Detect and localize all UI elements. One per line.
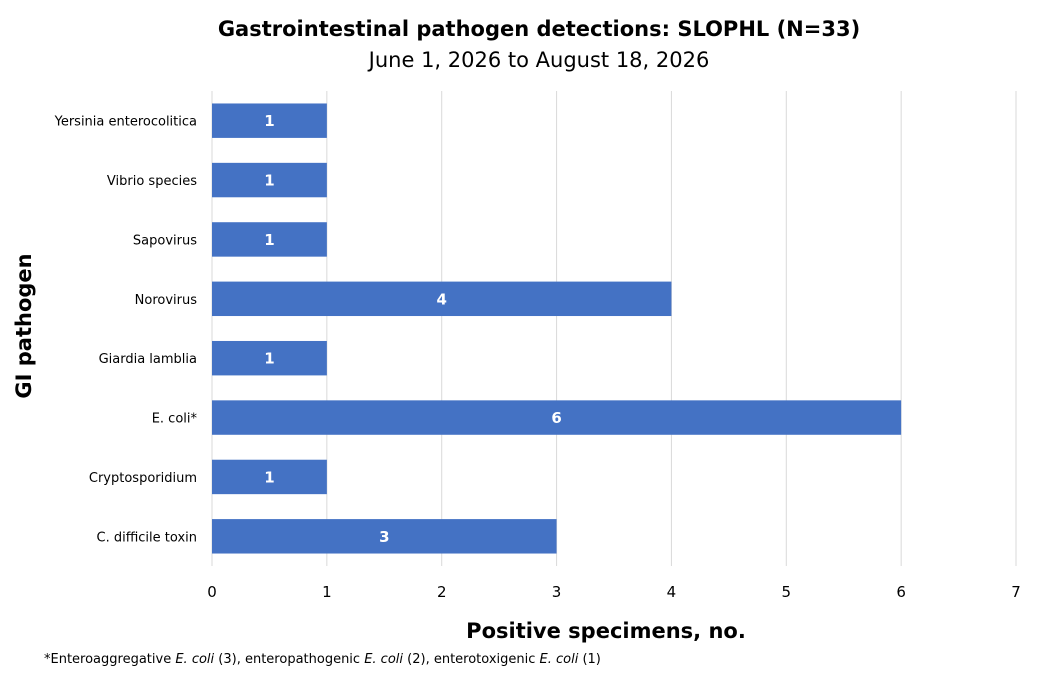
x-tick-label: 0 [207, 583, 217, 601]
footnote-text-1: (3), enteropathogenic [214, 652, 365, 667]
category-label: C. difficile toxin [97, 530, 197, 545]
x-tick-label: 6 [896, 583, 906, 601]
footnote-ecoli-1: E. coli [175, 652, 215, 667]
bar [212, 281, 672, 317]
x-tick-label: 1 [322, 583, 332, 601]
category-label: E. coli* [152, 412, 198, 427]
bar [212, 222, 327, 257]
bar-value-label: 1 [264, 112, 274, 130]
category-label: Norovirus [135, 293, 198, 308]
bar [212, 459, 327, 495]
bar-value-label: 1 [264, 468, 274, 486]
bar [212, 340, 327, 376]
x-tick-labels: 0 1 2 3 4 5 6 7 [207, 583, 1021, 601]
y-axis-title: GI pathogen [12, 253, 36, 398]
bar-value-label: 4 [436, 290, 446, 308]
x-tick-label: 3 [552, 583, 562, 601]
footnote-ecoli-2: E. coli [364, 652, 404, 667]
x-axis-title: Positive specimens, no. [466, 619, 746, 643]
category-label: Yersinia enterocolitica [54, 115, 197, 130]
bars: 1 1 1 4 1 6 1 3 [212, 103, 902, 554]
category-label: Giardia lamblia [99, 352, 197, 367]
bar-value-label: 1 [264, 231, 274, 249]
chart-title: Gastrointestinal pathogen detections: SL… [218, 17, 860, 41]
bar [212, 162, 327, 198]
footnote: *Enteroaggregative E. coli (3), enteropa… [44, 652, 601, 667]
category-label: Sapovirus [133, 233, 197, 248]
footnote-ecoli-3: E. coli [539, 652, 579, 667]
bar-value-label: 6 [551, 409, 561, 427]
category-label: Cryptosporidium [89, 471, 197, 486]
bar-value-label: 3 [379, 528, 389, 546]
category-label: Vibrio species [107, 174, 197, 189]
footnote-text-3: (1) [578, 652, 601, 667]
x-tick-label: 4 [667, 583, 677, 601]
bar-value-label: 1 [264, 350, 274, 368]
x-tick-label: 2 [437, 583, 447, 601]
bar-value-label: 1 [264, 172, 274, 190]
bar [212, 400, 902, 435]
bar [212, 519, 557, 554]
x-tick-label: 7 [1011, 583, 1021, 601]
footnote-text-2: (2), enterotoxigenic [403, 652, 540, 667]
bar [212, 103, 327, 138]
x-tick-label: 5 [782, 583, 792, 601]
gridlines [211, 91, 1017, 566]
category-labels: Yersinia enterocolitica Vibrio species Sap… [54, 115, 198, 546]
chart-subtitle: June 1, 2026 to August 18, 2026 [367, 48, 710, 72]
footnote-prefix: *Enteroaggregative [44, 652, 176, 667]
